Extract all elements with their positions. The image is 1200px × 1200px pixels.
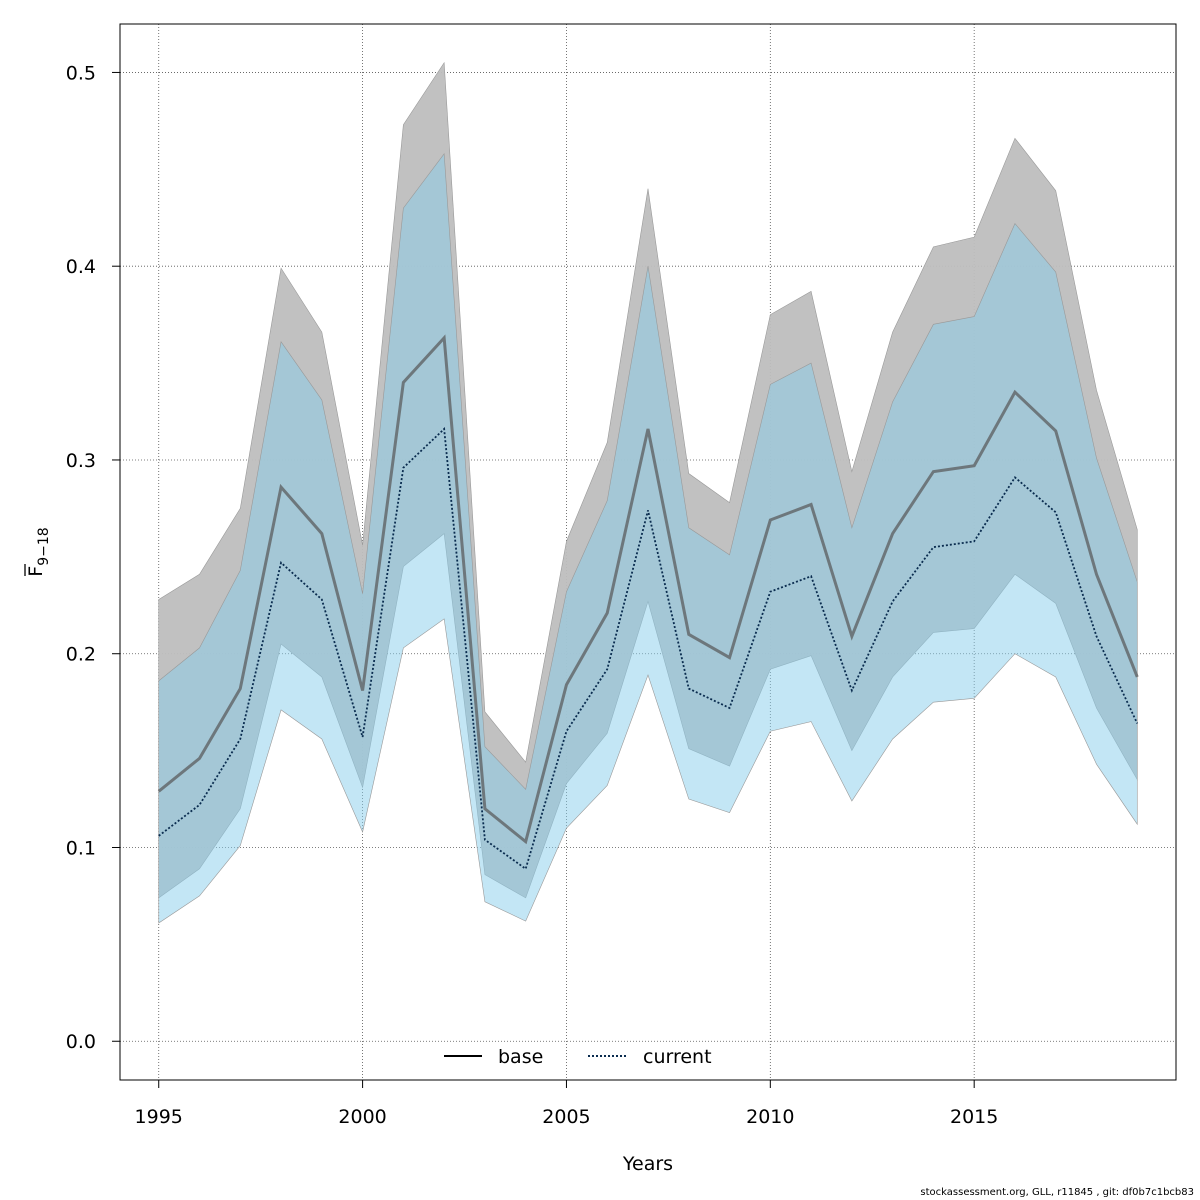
y-tick-label: 0.5 (66, 62, 96, 84)
y-tick-label: 0.1 (66, 837, 96, 859)
x-tick-label: 1995 (135, 1106, 183, 1128)
y-axis-title: F9−18 (24, 527, 52, 577)
axis-layer: 1995 2000 2005 2010 2015 0.0 0.1 0.2 0.3 0.4 0.5 (66, 62, 999, 1128)
legend: base current (444, 1046, 712, 1068)
band-layer (158, 61, 1138, 924)
x-tick-label: 2015 (950, 1106, 998, 1128)
plot-frame (119, 23, 1177, 1081)
x-tick-label: 2000 (338, 1106, 386, 1128)
footer-credit: stockassessment.org, GLL, r11845 , git: … (920, 1187, 1194, 1198)
y-tick-label: 0.0 (66, 1031, 96, 1053)
legend-current-label: current (643, 1046, 712, 1068)
x-tick-label: 2005 (542, 1106, 590, 1128)
y-axis-title-sub: 9−18 (36, 527, 52, 565)
x-tick-label: 2010 (746, 1106, 794, 1128)
y-tick-label: 0.2 (66, 644, 96, 666)
svg-text:F9−18: F9−18 (25, 527, 52, 576)
current-confidence-band (158, 152, 1138, 924)
y-axis-title-main: F (25, 566, 47, 577)
x-axis-title: Years (622, 1153, 673, 1175)
y-tick-label: 0.3 (66, 450, 96, 472)
base-series-line (157, 334, 1139, 845)
current-series-line (158, 427, 1139, 871)
y-tick-label: 0.4 (66, 256, 96, 278)
line-layer (157, 334, 1139, 871)
legend-base-label: base (498, 1046, 543, 1068)
